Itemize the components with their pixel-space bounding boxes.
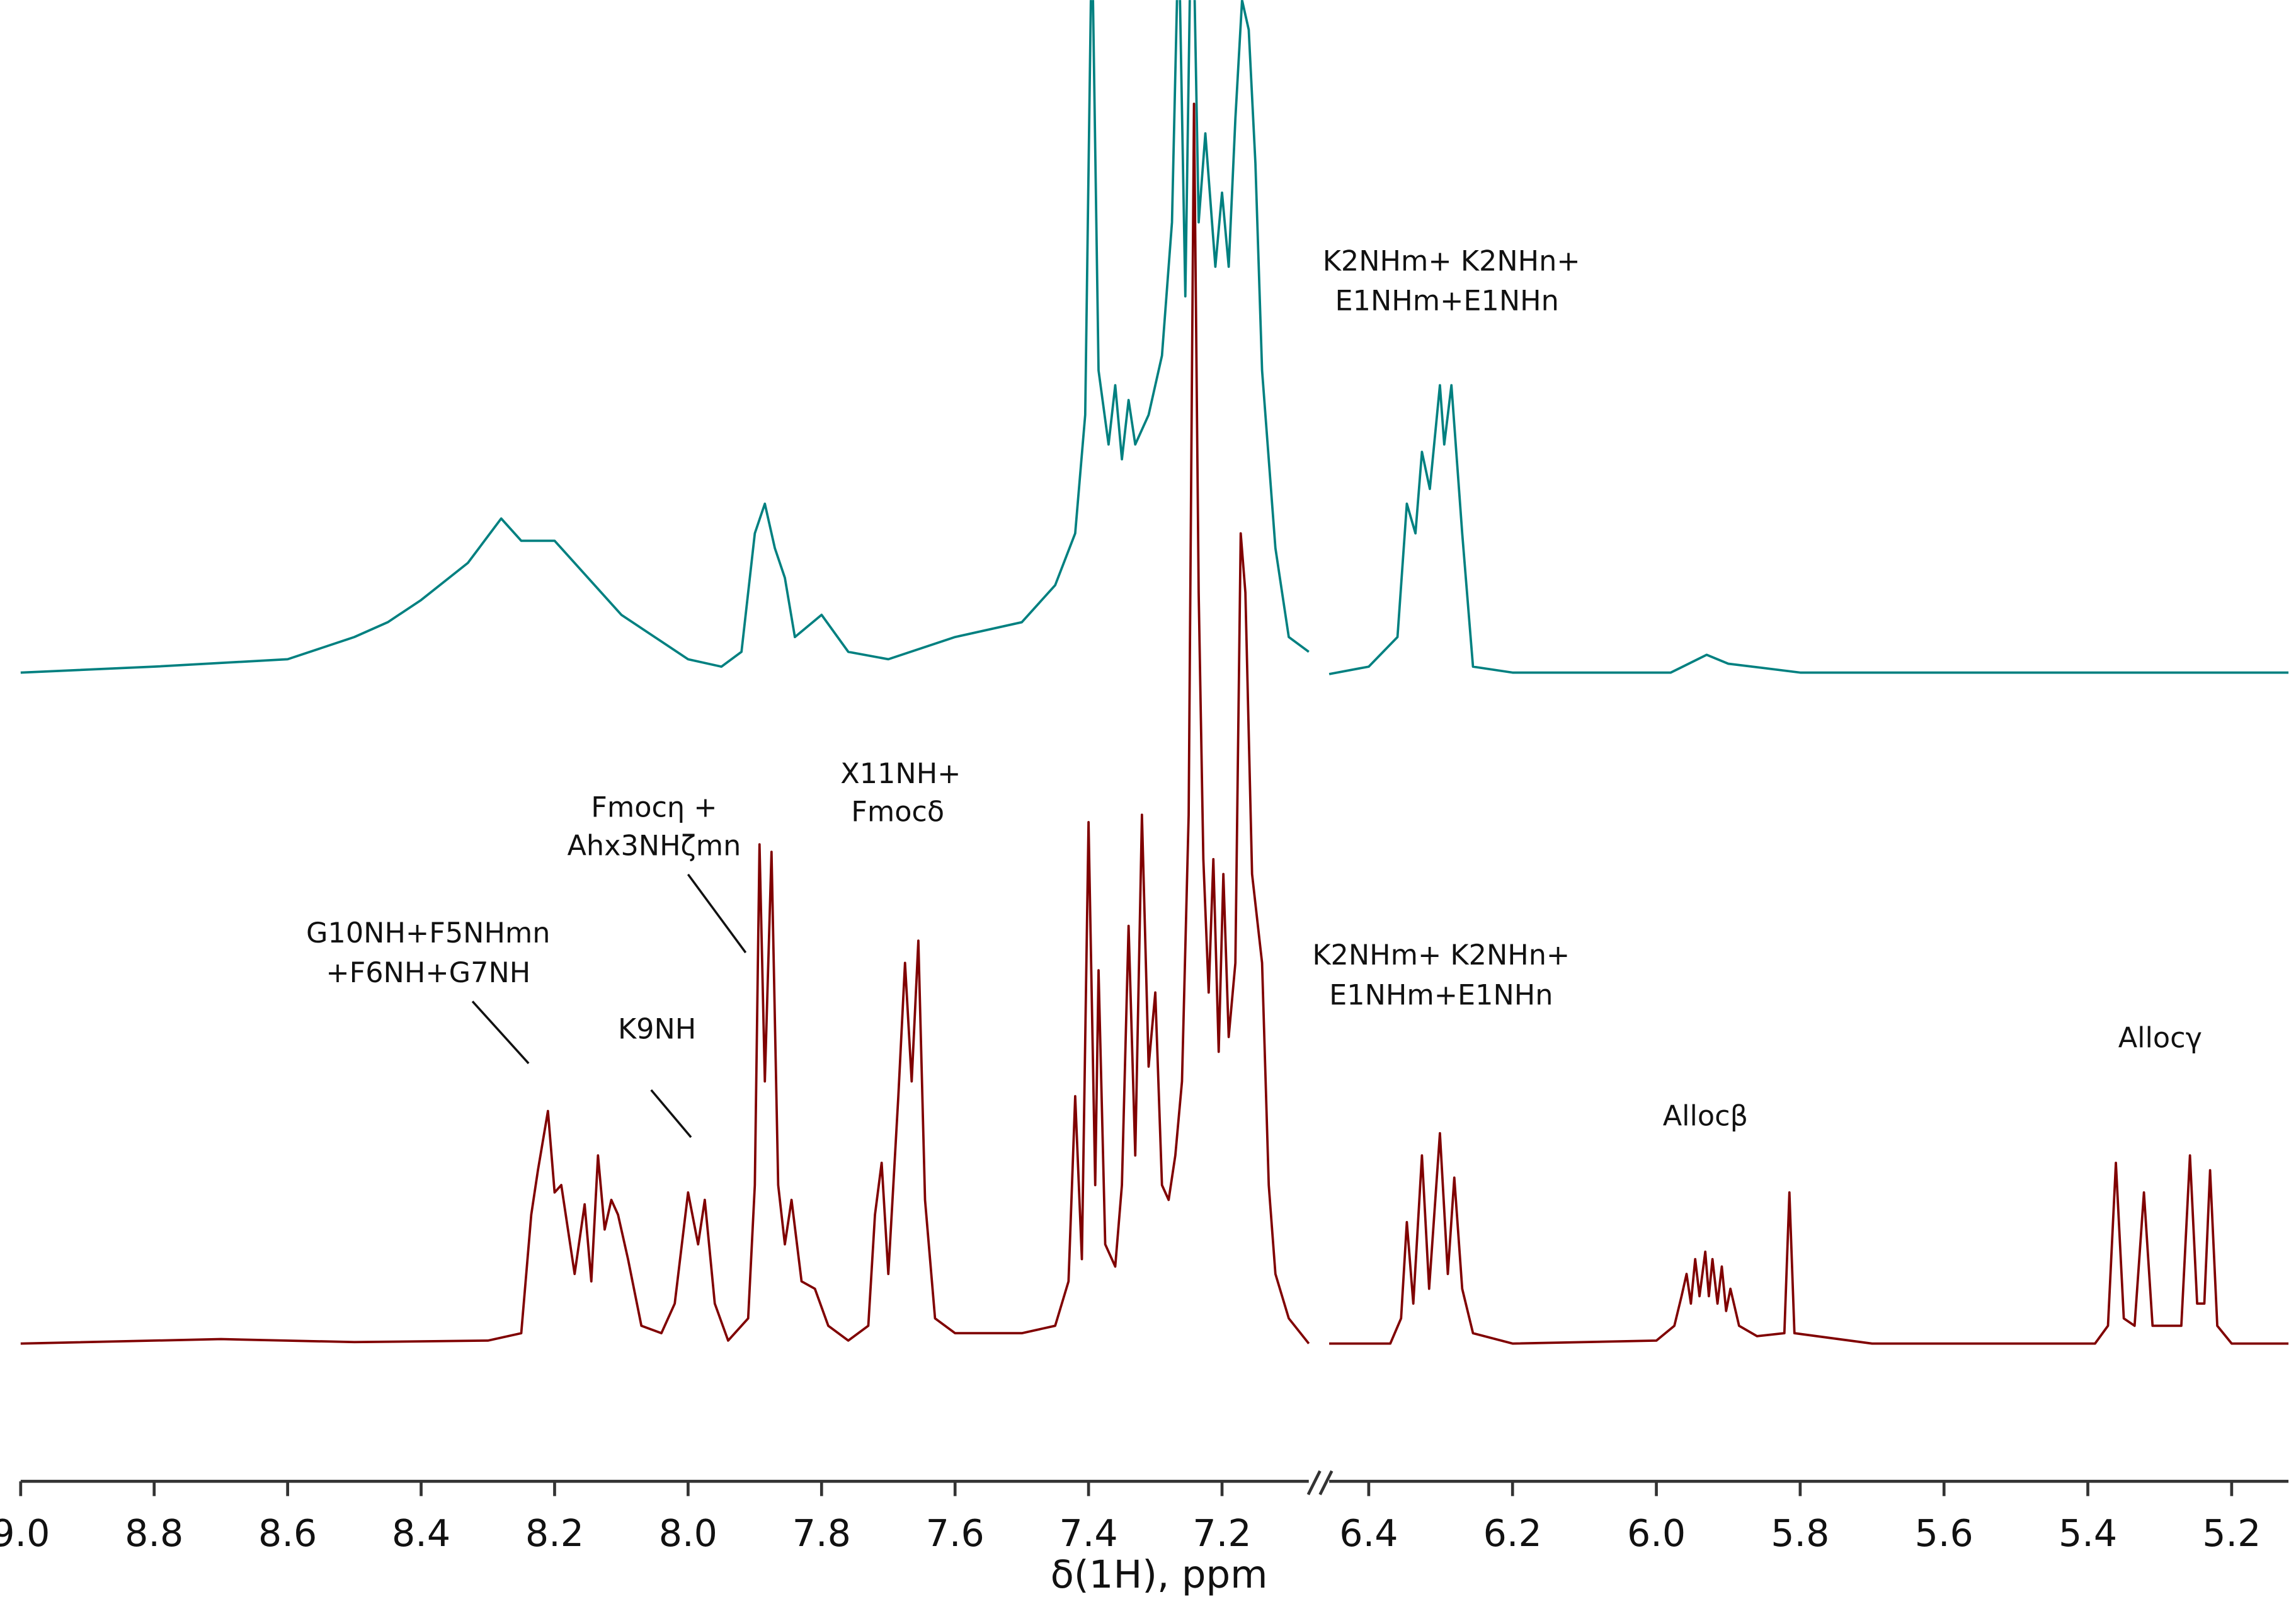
annotation: K2NHm+ K2NHn+: [1312, 939, 1570, 971]
annotation: Allocγ: [2118, 1021, 2202, 1054]
x-tick-label: 5.4: [2059, 1512, 2117, 1555]
x-axis-title: δ(1H), ppm: [1051, 1552, 1268, 1597]
annotation: K2NHm+ K2NHn+: [1323, 244, 1580, 277]
x-tick-label: 9.0: [0, 1512, 50, 1555]
axis-break: [1318, 1470, 1334, 1496]
annotation: Ahx3NHζmn: [567, 830, 741, 862]
annotation: G10NH+F5NHmn: [306, 917, 550, 949]
axis-break: [1306, 1470, 1322, 1496]
x-tick-label: 6.2: [1483, 1512, 1542, 1555]
annotation: K9NH: [618, 1012, 696, 1045]
x-tick-label: 5.8: [1771, 1512, 1829, 1555]
annotation: X11NH+: [840, 757, 961, 790]
leader-line: [650, 1089, 692, 1138]
leader-line: [471, 1000, 530, 1065]
x-tick-label: 8.8: [125, 1512, 183, 1555]
x-tick-label: 5.2: [2202, 1512, 2261, 1555]
x-tick-label: 7.8: [792, 1512, 851, 1555]
x-tick-label: 7.2: [1192, 1512, 1251, 1555]
spectrum-line: [20, 102, 2289, 1345]
leader-line: [687, 873, 747, 954]
spectra: [20, 0, 2289, 1345]
x-axis: 9.0 8.8 8.6 8.4 8.2 8.0 7.8 7.6 7.4 7.2 6.4 6.2 6.0 5…: [0, 1470, 2289, 1555]
x-tick-label: 6.4: [1339, 1512, 1398, 1555]
annotation: +F6NH+G7NH: [326, 956, 530, 989]
x-tick-label: 5.6: [1915, 1512, 1973, 1555]
annotation: E1NHm+E1NHn: [1329, 978, 1553, 1011]
annotation: Fmocδ: [851, 796, 944, 828]
spectrum-line: [20, 0, 2289, 675]
x-tick-label: 8.6: [258, 1512, 317, 1555]
annotation: Fmocη +: [591, 791, 717, 824]
annotation: E1NHm+E1NHn: [1335, 285, 1559, 318]
annotation: Allocβ: [1663, 1100, 1748, 1133]
x-tick-label: 7.6: [926, 1512, 985, 1555]
x-tick-label: 8.4: [392, 1512, 450, 1555]
x-tick-label: 8.0: [659, 1512, 717, 1555]
x-tick-label: 7.4: [1059, 1512, 1118, 1555]
x-tick-label: 6.0: [1627, 1512, 1686, 1555]
x-tick-label: 8.2: [525, 1512, 584, 1555]
